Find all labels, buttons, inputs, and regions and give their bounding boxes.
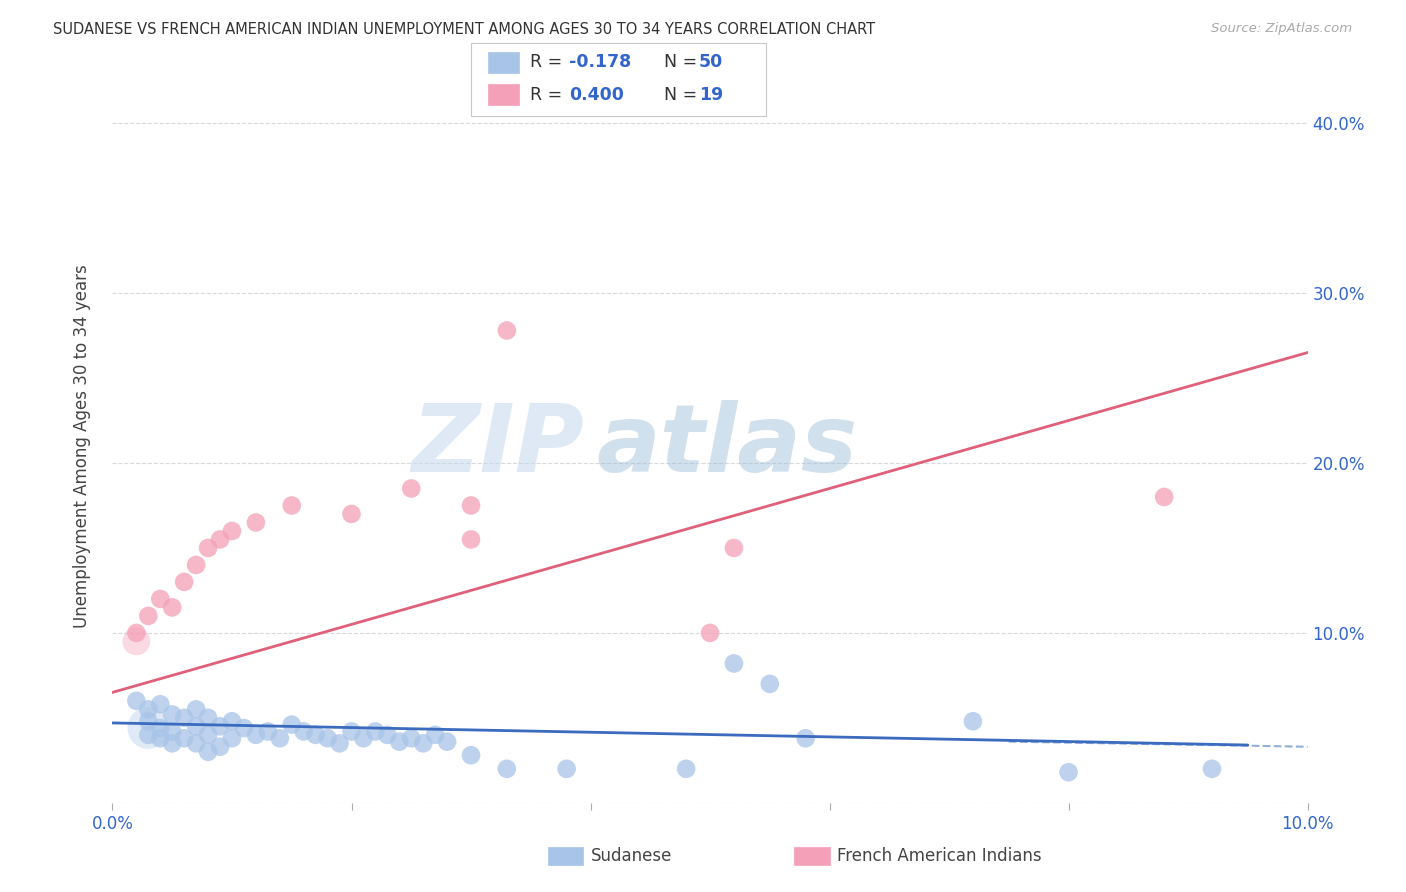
Point: [794, 731, 817, 746]
Point: [340, 724, 363, 739]
Point: [1057, 765, 1080, 780]
Point: [723, 657, 745, 671]
Text: -0.178: -0.178: [569, 54, 631, 71]
Point: [496, 323, 519, 337]
Point: [186, 719, 208, 733]
Point: [401, 731, 423, 746]
Text: French American Indians: French American Indians: [837, 847, 1042, 865]
Point: [209, 533, 232, 547]
Point: [125, 634, 148, 648]
Point: [162, 724, 183, 739]
Point: [269, 731, 291, 746]
Point: [138, 608, 160, 623]
Point: [364, 724, 387, 739]
Point: [329, 736, 352, 750]
Point: [125, 626, 148, 640]
Point: [555, 762, 578, 776]
Point: [125, 694, 148, 708]
Point: [245, 728, 267, 742]
Point: [138, 728, 160, 742]
Point: [197, 711, 219, 725]
Point: [425, 728, 447, 742]
Text: ZIP: ZIP: [412, 400, 585, 492]
Point: [197, 541, 219, 555]
Point: [436, 734, 458, 748]
Point: [723, 541, 745, 555]
Point: [186, 736, 208, 750]
Point: [233, 721, 256, 735]
Point: [209, 739, 232, 754]
Text: SUDANESE VS FRENCH AMERICAN INDIAN UNEMPLOYMENT AMONG AGES 30 TO 34 YEARS CORREL: SUDANESE VS FRENCH AMERICAN INDIAN UNEMP…: [53, 22, 876, 37]
Point: [353, 731, 375, 746]
Point: [149, 591, 172, 606]
Point: [245, 516, 267, 530]
Point: [197, 745, 219, 759]
Point: [149, 721, 172, 735]
Point: [173, 731, 195, 746]
Text: 19: 19: [699, 86, 723, 103]
Point: [759, 677, 782, 691]
Point: [173, 574, 195, 589]
Point: [197, 728, 219, 742]
Point: [281, 499, 304, 513]
Point: [162, 736, 183, 750]
Point: [281, 717, 304, 731]
Point: [675, 762, 697, 776]
Text: R =: R =: [530, 54, 568, 71]
Text: Source: ZipAtlas.com: Source: ZipAtlas.com: [1212, 22, 1353, 36]
Text: N =: N =: [664, 54, 703, 71]
Point: [962, 714, 984, 729]
Point: [221, 714, 243, 729]
Text: 0.400: 0.400: [569, 86, 624, 103]
Point: [221, 524, 243, 538]
Point: [316, 731, 339, 746]
Y-axis label: Unemployment Among Ages 30 to 34 years: Unemployment Among Ages 30 to 34 years: [73, 264, 91, 628]
Point: [149, 731, 172, 746]
Point: [412, 736, 434, 750]
Point: [699, 626, 721, 640]
Point: [460, 748, 482, 763]
Point: [173, 711, 195, 725]
Point: [1153, 490, 1175, 504]
Point: [388, 734, 411, 748]
Text: N =: N =: [664, 86, 703, 103]
Point: [186, 702, 208, 716]
Point: [377, 728, 399, 742]
Point: [496, 762, 519, 776]
Point: [162, 707, 183, 722]
Point: [138, 721, 160, 735]
Point: [149, 698, 172, 712]
Text: Sudanese: Sudanese: [591, 847, 672, 865]
Point: [257, 724, 280, 739]
Point: [305, 728, 328, 742]
Point: [162, 600, 183, 615]
Point: [460, 533, 482, 547]
Point: [138, 702, 160, 716]
Text: 50: 50: [699, 54, 723, 71]
Point: [460, 499, 482, 513]
Point: [138, 714, 160, 729]
Point: [209, 719, 232, 733]
Point: [221, 731, 243, 746]
Point: [186, 558, 208, 572]
Point: [292, 724, 315, 739]
Point: [1201, 762, 1223, 776]
Point: [401, 482, 423, 496]
Text: R =: R =: [530, 86, 568, 103]
Point: [340, 507, 363, 521]
Text: atlas: atlas: [596, 400, 858, 492]
